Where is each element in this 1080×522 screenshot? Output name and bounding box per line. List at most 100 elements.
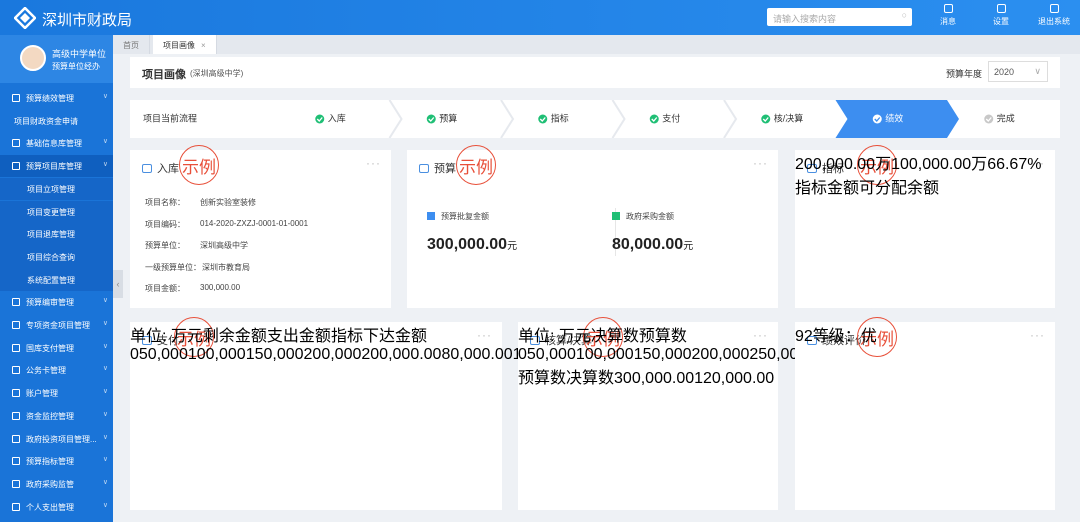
x-tick-label: 150,000 bbox=[245, 346, 304, 363]
amount-icon bbox=[612, 212, 620, 220]
menu-label: 公务卡管理 bbox=[26, 366, 66, 376]
year-label: 预算年度 bbox=[946, 69, 983, 79]
menu-arrow: ∨ bbox=[102, 478, 108, 486]
grade-value: 优 bbox=[860, 328, 877, 345]
example-badge: 示例 bbox=[583, 317, 623, 357]
submenu-item[interactable]: 项目综合查询 bbox=[0, 245, 113, 269]
step-label: 支付 bbox=[662, 112, 680, 123]
menu-label: 预算编审管理 bbox=[26, 298, 74, 308]
header-action[interactable]: 设置 bbox=[981, 4, 1021, 27]
more-menu[interactable]: ··· bbox=[753, 156, 768, 170]
amount-unit: 元 bbox=[683, 241, 694, 252]
panel-header: 预算 bbox=[419, 160, 456, 176]
header-action[interactable]: 退出系统 bbox=[1034, 4, 1074, 27]
bar-value-label: 300,000.00 bbox=[614, 370, 695, 387]
menu-item[interactable]: 政府采购监管 ∨ bbox=[0, 473, 113, 495]
menu-item[interactable]: 政府投资项目管理... ∨ bbox=[0, 428, 113, 450]
bar-value-label: 80,000.00 bbox=[441, 346, 513, 363]
menu-icon bbox=[12, 479, 20, 488]
menu-icon bbox=[12, 434, 20, 443]
menu-item[interactable]: 专项资金项目管理 ∨ bbox=[0, 314, 113, 336]
menu-item[interactable]: 资金监控管理 ∨ bbox=[0, 405, 113, 427]
submenu-item[interactable]: 系统配置管理 bbox=[0, 268, 113, 292]
header-action[interactable]: 消息 bbox=[928, 4, 968, 27]
menu-label: 国库支付管理 bbox=[26, 343, 74, 353]
donut-value-label: 100,000.00万 bbox=[891, 156, 988, 173]
menu-item[interactable]: 账户管理 ∨ bbox=[0, 382, 113, 404]
field-label: 一级预算单位： bbox=[145, 262, 201, 272]
step-check-mark bbox=[316, 117, 323, 122]
more-menu[interactable]: ··· bbox=[1030, 156, 1045, 170]
step-check-mark bbox=[651, 117, 658, 122]
panel-title: 预算 bbox=[434, 163, 456, 175]
collapse-toggle[interactable]: ‹ bbox=[113, 270, 123, 298]
menu-label: 基础信息库管理 bbox=[26, 139, 82, 149]
menu-item[interactable]: 个人支出管理 ∨ bbox=[0, 496, 113, 518]
action-label: 退出系统 bbox=[1038, 17, 1070, 26]
amount: 80,000.00元 bbox=[612, 236, 693, 254]
submenu-item[interactable]: 项目退库管理 bbox=[0, 223, 113, 246]
panel-header: 核算/决算 bbox=[530, 332, 592, 348]
submenu-item[interactable]: 项目立项管理 bbox=[0, 177, 113, 201]
step-check bbox=[538, 114, 548, 124]
action-label: 设置 bbox=[993, 17, 1009, 26]
panel-hesuan: 核算/决算 示例 ··· 单位: 万元决算数预算数050,000100,000150,… bbox=[518, 317, 865, 510]
submenu-item[interactable]: 项目变更管理 bbox=[0, 200, 113, 224]
menu-label: 政府投资项目管理... bbox=[26, 434, 97, 444]
panel-icon bbox=[142, 335, 152, 345]
menu-item[interactable]: 基础信息库管理 ∨ bbox=[0, 132, 113, 154]
search-box[interactable]: 请输入搜索内容 ○ bbox=[767, 8, 912, 26]
tab[interactable]: 项目画像 × bbox=[153, 35, 217, 54]
example-badge: 示例 bbox=[456, 145, 496, 185]
tab-label: 项目画像 bbox=[163, 41, 195, 50]
menu-icon bbox=[12, 457, 20, 466]
menu-arrow: ∨ bbox=[102, 297, 108, 305]
panel-icon bbox=[807, 335, 817, 345]
tab-label: 首页 bbox=[123, 41, 139, 50]
menu-icon bbox=[12, 298, 20, 307]
menu-label: 专项资金项目管理 bbox=[26, 321, 90, 330]
year-select[interactable]: 2020 ∨ bbox=[988, 61, 1048, 82]
menu-item[interactable]: 预算指标管理 ∨ bbox=[0, 450, 113, 472]
menu-item[interactable]: 项目财政资金申请 bbox=[0, 110, 113, 132]
donut-center-label: 66.67% bbox=[987, 156, 1042, 173]
process-step-active bbox=[835, 100, 959, 138]
panel-title: 核算/决算 bbox=[545, 335, 593, 347]
amount-unit: 元 bbox=[507, 241, 518, 252]
menu-item[interactable]: 预算绩效管理 ∨ bbox=[0, 87, 113, 109]
panel-icon bbox=[142, 163, 152, 173]
panel-header: 入库 bbox=[142, 160, 179, 176]
more-menu[interactable]: ··· bbox=[477, 328, 492, 342]
tab-close[interactable]: × bbox=[201, 41, 206, 50]
panel-ruku: 入库 示例 ··· 项目名称： 创新实验室装修 项目编码： 014-2020-ZXZJ-00… bbox=[130, 145, 391, 308]
example-badge: 示例 bbox=[174, 317, 214, 357]
more-menu[interactable]: ··· bbox=[753, 328, 768, 342]
menu-item[interactable]: 公务卡管理 ∨ bbox=[0, 359, 113, 381]
more-menu[interactable]: ··· bbox=[1030, 328, 1045, 342]
menu-arrow: ∨ bbox=[102, 93, 108, 100]
menu-item[interactable]: 国库支付管理 ∨ bbox=[0, 337, 113, 359]
menu-icon bbox=[12, 139, 20, 148]
field-value: 深圳高级中学 bbox=[200, 241, 248, 250]
menu-item[interactable]: 预算项目库管理 ∨ bbox=[0, 155, 113, 178]
header: 深圳市财政局 请输入搜索内容 ○ 消息 设置 退出系统 bbox=[0, 0, 1080, 35]
app-title: 深圳市财政局 bbox=[42, 12, 133, 29]
action-icon bbox=[943, 4, 953, 13]
more-menu[interactable]: ··· bbox=[366, 156, 381, 170]
menu-label: 预算绩效管理 bbox=[26, 94, 74, 103]
menu-item[interactable]: 预算编审管理 ∨ bbox=[0, 291, 113, 313]
panel-icon bbox=[807, 163, 817, 173]
donut-value-label: 200,000.00万 bbox=[795, 156, 892, 173]
step-check bbox=[984, 114, 994, 124]
step-check bbox=[872, 114, 882, 124]
step-label: 绩效 bbox=[885, 112, 903, 123]
legend-label: 可分配余额 bbox=[859, 180, 940, 197]
menu-label: 预算项目库管理 bbox=[26, 162, 82, 172]
panel-header: 指标 bbox=[807, 160, 844, 176]
gauge-value: 92 bbox=[795, 328, 813, 345]
tab[interactable]: 首页 bbox=[113, 35, 150, 54]
chart: 92等级：优 bbox=[795, 322, 877, 346]
panel-yusuan: 预算 示例 ··· 预算批复金额 300,000.00元 政府采购金额 80,000.00元 bbox=[407, 145, 778, 308]
sidebar: 高级中学单位 预算单位经办 预算绩效管理 ∨ 项目财政资金申请 基础信息库管理 ∨ 预算项… bbox=[0, 35, 113, 522]
